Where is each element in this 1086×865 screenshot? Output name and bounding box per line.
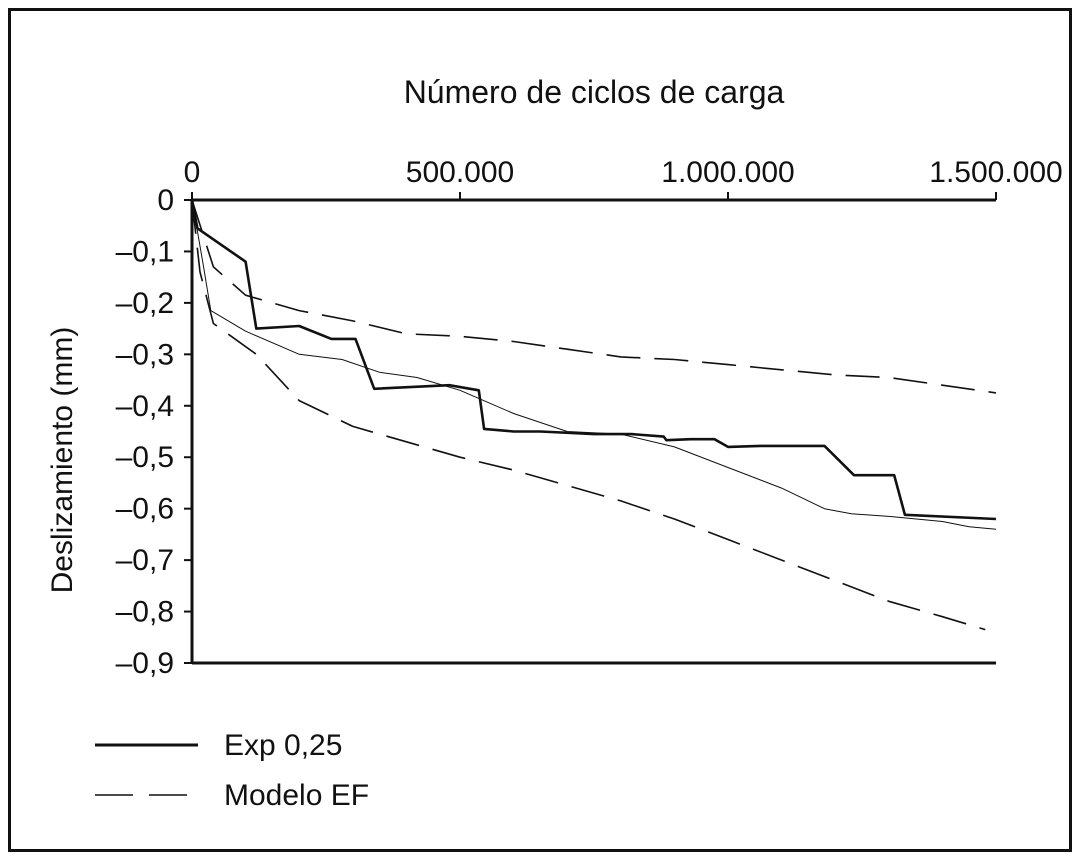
series-layer — [190, 199, 997, 631]
x-axis-title: Número de ciclos de carga — [404, 74, 785, 110]
y-tick-label: –0,4 — [116, 390, 174, 423]
x-tick-label: 0 — [184, 156, 201, 189]
y-tick-label: –0,7 — [116, 544, 174, 577]
series-line-dashed-lower — [191, 199, 986, 631]
series-line-solid-thin — [191, 199, 997, 530]
x-tick-label: 500.000 — [406, 156, 514, 189]
y-tick-label: –0,6 — [116, 493, 174, 526]
chart-frame — [8, 8, 1072, 852]
y-axis-title: Deslizamiento (mm) — [46, 327, 79, 594]
legend-label-modelo: Modelo EF — [224, 779, 369, 812]
y-tick-label: –0,1 — [116, 235, 174, 268]
y-tick-label: –0,9 — [116, 647, 174, 680]
axes: 0 500.000 1.000.000 1.500.000 0 –0,1 –0,2 –0,3 –… — [116, 156, 1063, 680]
x-tick-label: 1.000.000 — [661, 156, 794, 189]
legend: Exp 0,25 Modelo EF — [95, 729, 369, 812]
x-tick-label: 1.500.000 — [929, 156, 1062, 189]
y-tick-label: 0 — [157, 184, 174, 217]
y-tick-label: –0,8 — [116, 596, 174, 629]
series-line-solid-thick — [190, 199, 997, 521]
y-tick-label: –0,3 — [116, 338, 174, 371]
legend-label-exp: Exp 0,25 — [224, 729, 342, 762]
series-line-dashed-upper — [191, 199, 997, 394]
y-tick-label: –0,2 — [116, 287, 174, 320]
y-tick-label: –0,5 — [116, 441, 174, 474]
